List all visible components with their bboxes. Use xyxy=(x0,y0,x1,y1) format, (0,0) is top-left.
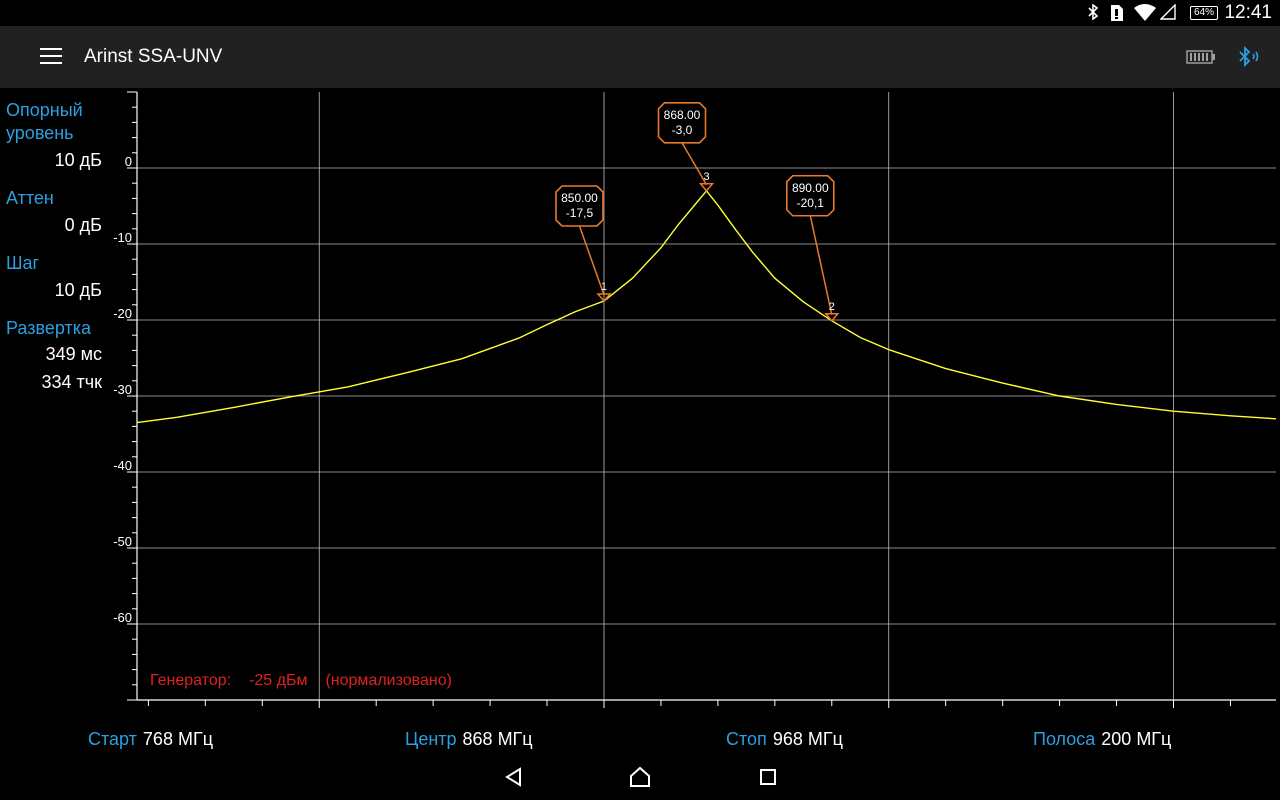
app-title: Arinst SSA-UNV xyxy=(84,46,223,67)
generator-note: (нормализовано) xyxy=(325,672,452,689)
marker-3-leader xyxy=(681,142,708,186)
marker-3-number: 3 xyxy=(703,171,709,183)
back-icon[interactable] xyxy=(500,764,528,790)
sim-card-icon xyxy=(1111,5,1123,21)
marker-1-triangle xyxy=(596,293,612,303)
battery-percent: 64% xyxy=(1189,6,1218,20)
step-label[interactable]: Шаг xyxy=(6,253,40,273)
atten-label[interactable]: Аттен xyxy=(6,188,54,208)
span-frequency[interactable]: Полоса 200 МГц xyxy=(1033,729,1171,750)
y-tick-label: -30 xyxy=(113,382,132,397)
app-bar: Arinst SSA-UNV xyxy=(0,26,1280,88)
stop-frequency[interactable]: Стоп 968 МГц xyxy=(726,729,843,750)
ref-level-value: 10 дБ xyxy=(54,150,102,170)
hamburger-menu-icon[interactable] xyxy=(40,48,62,64)
bluetooth-icon xyxy=(1088,4,1099,20)
home-icon[interactable] xyxy=(626,764,654,790)
y-tick-label: -40 xyxy=(113,458,132,473)
center-value: 868 МГц xyxy=(462,729,533,749)
marker-3-triangle xyxy=(698,183,715,192)
marker-3-label-box xyxy=(657,102,707,144)
marker-1-level: -17,5 xyxy=(566,206,594,220)
start-frequency[interactable]: Старт 768 МГц xyxy=(88,729,213,750)
marker-1-label-box xyxy=(555,185,604,227)
stop-value: 968 МГц xyxy=(772,729,843,749)
ref-level-label-line2[interactable]: уровень xyxy=(6,123,74,143)
marker-2-triangle xyxy=(824,313,840,322)
atten-value: 0 дБ xyxy=(64,215,102,235)
marker-2-leader xyxy=(809,215,833,315)
ref-level-label[interactable]: Опорный xyxy=(6,100,83,120)
generator-status: Генератор: -25 дБм (нормализовано) xyxy=(150,672,470,690)
y-tick-label: 0 xyxy=(125,154,132,169)
recents-icon[interactable] xyxy=(754,764,782,790)
center-label: Центр xyxy=(405,729,457,749)
status-bar: 64% 12:41 xyxy=(0,0,1280,26)
sweep-points-value: 334 тчк xyxy=(41,372,102,392)
bluetooth-connected-icon[interactable] xyxy=(1237,45,1261,69)
device-battery-icon xyxy=(1186,50,1215,64)
generator-level: -25 дБм xyxy=(249,672,308,689)
marker-2-level: -20,1 xyxy=(797,196,825,210)
wifi-icon xyxy=(1134,4,1156,21)
marker-1-leader xyxy=(578,225,605,296)
marker-2-frequency: 890.00 xyxy=(792,181,829,195)
marker-1-number: 1 xyxy=(601,281,607,293)
sweep-time-value: 349 мс xyxy=(45,344,102,364)
signal-icon xyxy=(1160,4,1176,20)
marker-2-label-box xyxy=(785,174,835,217)
marker-3-frequency: 868.00 xyxy=(664,108,701,122)
y-tick-label: -10 xyxy=(113,230,132,245)
sweep-label[interactable]: Развертка xyxy=(6,318,91,338)
status-time: 12:41 xyxy=(1224,2,1272,23)
marker-3-level: -3,0 xyxy=(672,123,693,137)
y-tick-label: -20 xyxy=(113,306,132,321)
spectrum-plot[interactable]: 0-10-20-30-40-50-60800850900950850.00-17… xyxy=(0,88,1280,708)
step-value: 10 дБ xyxy=(54,280,102,300)
marker-2-number: 2 xyxy=(829,301,835,313)
stop-label: Стоп xyxy=(726,729,767,749)
start-label: Старт xyxy=(88,729,137,749)
marker-1-frequency: 850.00 xyxy=(561,191,598,205)
span-label: Полоса xyxy=(1033,729,1096,749)
y-tick-label: -50 xyxy=(113,534,132,549)
span-value: 200 МГц xyxy=(1101,729,1172,749)
generator-label: Генератор: xyxy=(150,672,232,689)
spectrum-trace xyxy=(136,189,1277,424)
y-tick-label: -60 xyxy=(113,610,132,625)
center-frequency[interactable]: Центр 868 МГц xyxy=(405,729,533,750)
start-value: 768 МГц xyxy=(142,729,214,749)
